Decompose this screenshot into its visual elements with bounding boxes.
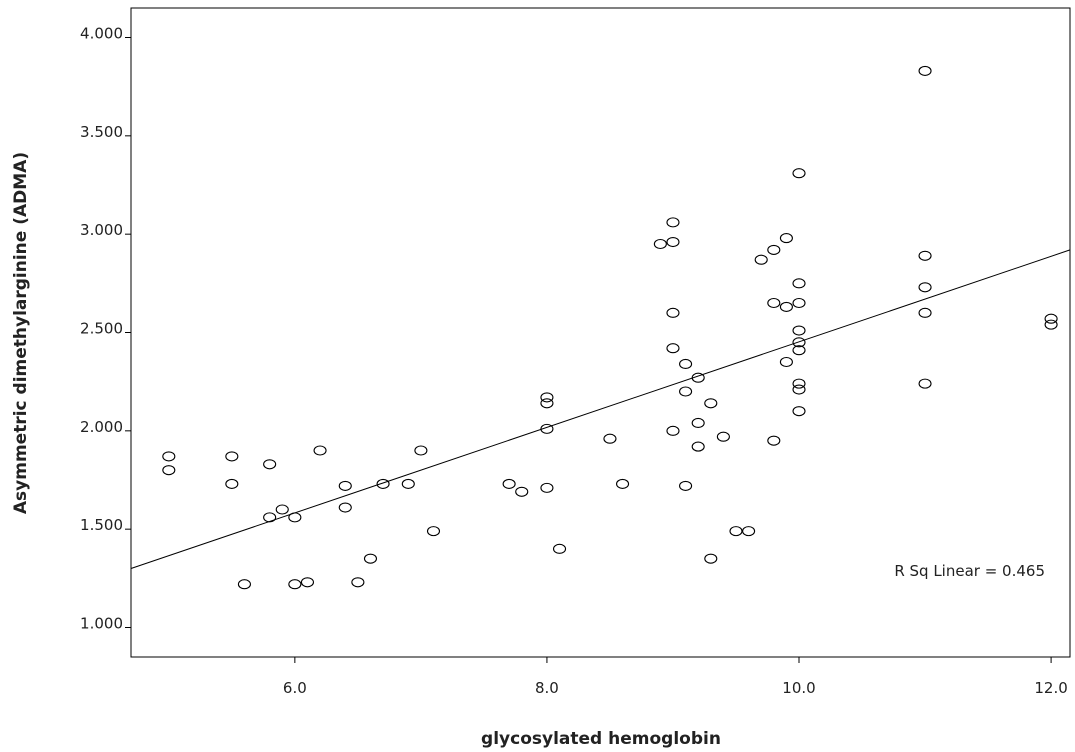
data-point: [666, 217, 680, 228]
data-point: [742, 526, 756, 537]
y-tick-label: 1.500: [80, 516, 123, 534]
data-point: [918, 378, 932, 389]
x-tick-label: 6.0: [283, 679, 307, 697]
x-tick-label: 8.0: [535, 679, 559, 697]
data-point: [754, 254, 768, 265]
data-point: [552, 543, 567, 554]
data-point: [237, 579, 251, 590]
plot-frame: [130, 7, 1071, 658]
data-point: [918, 250, 932, 261]
data-point: [691, 417, 705, 429]
y-tick-label: 2.000: [80, 418, 123, 436]
y-tick-label: 3.500: [80, 123, 123, 141]
data-point: [767, 297, 781, 309]
data-point: [792, 297, 806, 309]
data-point: [351, 577, 365, 588]
y-tick-label: 4.000: [80, 25, 123, 43]
data-point: [792, 278, 806, 289]
regression-line: [130, 249, 1071, 569]
y-tick-label: 2.500: [80, 320, 123, 338]
data-point: [779, 233, 793, 244]
data-point: [679, 358, 693, 370]
data-point: [716, 431, 730, 442]
data-point: [792, 325, 806, 336]
data-point: [401, 478, 415, 489]
data-point: [704, 398, 718, 409]
r-squared-annotation: R Sq Linear = 0.465: [894, 562, 1045, 580]
data-point: [792, 378, 806, 389]
data-point: [729, 526, 743, 537]
data-point: [1044, 313, 1058, 324]
data-point: [414, 445, 428, 456]
data-point: [162, 451, 176, 462]
data-point: [540, 398, 554, 409]
data-point: [616, 478, 630, 489]
data-point: [300, 577, 315, 588]
data-point: [691, 372, 705, 383]
data-point: [691, 441, 705, 452]
data-point: [704, 553, 718, 564]
data-point: [603, 433, 617, 444]
y-axis-ticks: 1.000 1.500 2.000 2.500 3.000 3.500 4.000: [80, 25, 131, 633]
x-axis-title: glycosylated hemoglobin: [481, 729, 721, 749]
data-point: [918, 65, 932, 76]
data-point: [426, 526, 441, 537]
data-point: [779, 301, 793, 312]
data-point: [767, 435, 781, 446]
data-point: [653, 238, 667, 250]
y-tick-label: 3.000: [80, 221, 123, 239]
data-point: [225, 451, 239, 462]
fit-line-layer: [130, 249, 1071, 569]
data-point: [502, 478, 516, 489]
data-point: [162, 465, 176, 476]
data-point: [515, 486, 529, 497]
data-point: [338, 502, 352, 513]
data-point: [792, 345, 806, 356]
data-point: [540, 392, 554, 403]
data-point: [779, 356, 793, 368]
data-point: [792, 384, 806, 395]
data-point: [767, 244, 781, 255]
x-axis-ticks: 6.0 8.0 10.0 12.0: [283, 657, 1068, 697]
data-point: [666, 425, 680, 436]
data-point: [275, 504, 289, 515]
data-point: [288, 579, 302, 590]
data-point: [792, 337, 806, 348]
data-point: [918, 307, 932, 318]
data-point: [918, 282, 932, 293]
data-point: [288, 512, 302, 523]
data-point: [1044, 319, 1058, 330]
data-point: [338, 480, 352, 491]
data-point: [679, 386, 693, 397]
data-points: [162, 65, 1058, 590]
data-point: [666, 236, 680, 248]
y-tick-label: 1.000: [80, 615, 123, 633]
data-point: [363, 553, 378, 564]
data-point: [666, 343, 680, 354]
data-point: [540, 423, 554, 434]
data-point: [679, 480, 693, 491]
data-point: [263, 459, 277, 470]
x-tick-label: 12.0: [1034, 679, 1067, 697]
y-axis-title: Asymmetric dimethylarginine (ADMA): [11, 152, 31, 514]
data-point: [792, 168, 806, 179]
data-point: [376, 478, 390, 489]
data-point: [666, 307, 680, 318]
data-point: [792, 406, 806, 417]
x-tick-label: 10.0: [782, 679, 815, 697]
data-point: [263, 512, 277, 523]
data-point: [313, 445, 327, 456]
data-point: [540, 482, 554, 493]
data-point: [225, 478, 239, 489]
